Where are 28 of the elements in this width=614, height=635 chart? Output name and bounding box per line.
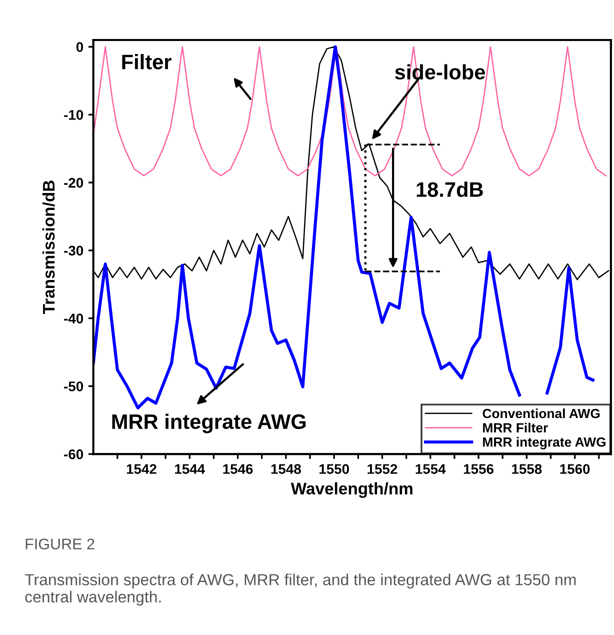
x-axis-title: Wavelength/nm <box>290 482 412 498</box>
x-tick-label: 1544 <box>175 464 205 474</box>
x-tick-label: 1542 <box>126 464 156 474</box>
line-series <box>93 46 607 176</box>
y-tick-label: -40 <box>64 314 84 324</box>
y-tick-label: -20 <box>64 178 84 188</box>
legend-label: MRR Filter <box>483 422 548 432</box>
y-tick-label: -50 <box>64 381 84 392</box>
annotation: MRR integrate AWG <box>112 414 306 434</box>
legend-label: MRR integrate AWG <box>483 437 606 450</box>
annotation: 18.7dB <box>416 182 483 197</box>
x-tick-label: 1550 <box>320 464 349 474</box>
y-tick-label: -10 <box>64 110 84 120</box>
x-tick-label: 1558 <box>512 464 542 474</box>
y-tick-label: -60 <box>64 449 84 460</box>
y-tick-label: 0 <box>76 42 84 52</box>
legend-label: Conventional AWG <box>482 408 600 418</box>
y-tick-label: -30 <box>64 246 84 256</box>
x-tick-label: 1552 <box>368 464 398 474</box>
x-tick-label: 1548 <box>271 464 301 474</box>
x-tick-label: 1560 <box>560 464 590 474</box>
x-tick-label: 1546 <box>223 464 253 474</box>
annotation: Filter <box>122 54 172 70</box>
y-axis-title: Transmission/dB <box>42 180 55 314</box>
text: Transmission spectra of AWG, MRR filter, and the integrated AWG at 1550 nm central wavelength. <box>24 574 576 606</box>
caption: FIGURE 2 <box>26 538 94 550</box>
x-tick-label: 1556 <box>464 464 494 474</box>
x-tick-label: 1554 <box>416 464 446 474</box>
